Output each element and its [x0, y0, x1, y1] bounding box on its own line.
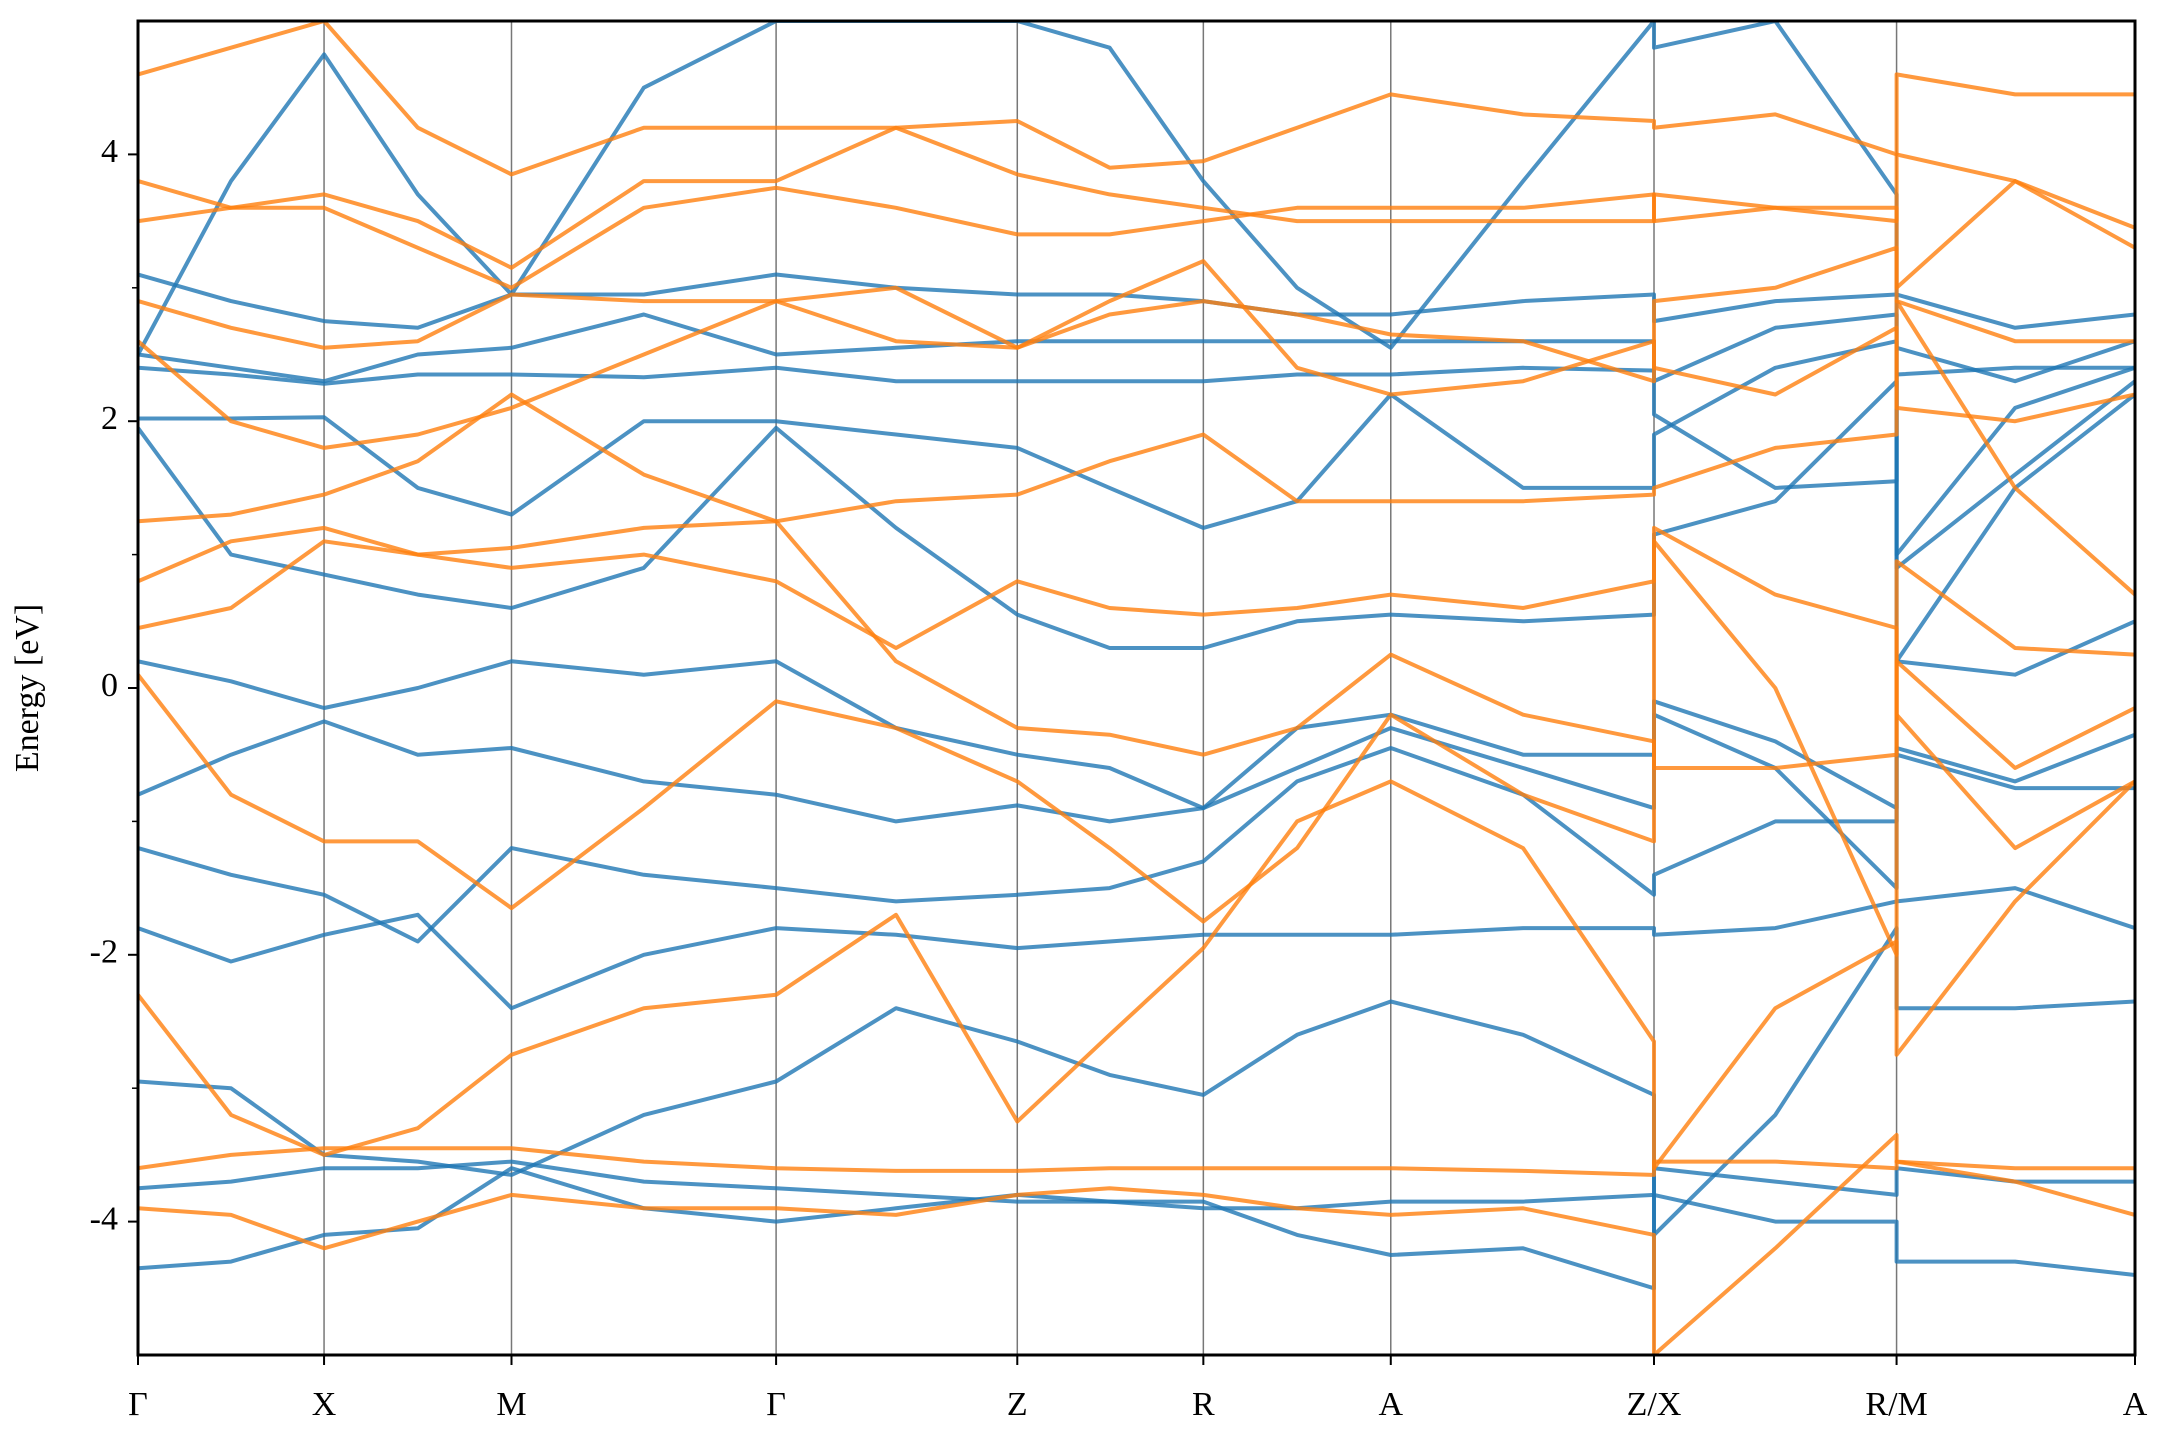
x-tick-label: R [1192, 1386, 1215, 1423]
band-line [138, 1132, 2135, 1355]
x-tick-label: Z/X [1627, 1386, 1682, 1423]
x-tick-label: X [312, 1386, 337, 1423]
y-tick-label: -2 [90, 934, 118, 971]
y-axis-label: Energy [eV] [9, 604, 46, 772]
band-line [138, 272, 2135, 330]
grid [137, 21, 2136, 1355]
band-line [138, 299, 2135, 597]
y-tick-label: -4 [90, 1200, 118, 1237]
band-line [138, 1146, 2135, 1177]
y-tick-label: 4 [101, 133, 118, 170]
bands [138, 21, 2135, 1355]
band-line [138, 926, 2135, 1237]
x-tick-label: Z [1007, 1386, 1028, 1423]
plot-frame [136, 19, 2137, 1357]
x-tick-label: Γ [128, 1386, 148, 1423]
band-line [138, 886, 2135, 1011]
x-tick-label: R/M [1865, 1386, 1927, 1423]
band-line [138, 245, 2135, 384]
band-line [138, 312, 2135, 384]
band-line [138, 619, 2135, 891]
band-line [138, 779, 2135, 1171]
band-line [138, 746, 2135, 944]
band-line [138, 525, 2135, 851]
band-line [138, 365, 2135, 490]
band-line [138, 1166, 2135, 1291]
x-tick-label: Γ [766, 1386, 786, 1423]
band-line [138, 519, 2135, 770]
band-line [138, 259, 2135, 450]
band-line [138, 539, 2135, 957]
x-tick-label: A [2123, 1386, 2148, 1423]
y-tick-label: 2 [101, 400, 118, 437]
x-tick-label: A [1378, 1386, 1403, 1423]
y-tick-label: 0 [101, 667, 118, 704]
x-tick-label: M [496, 1386, 526, 1423]
axes: Γ X M Γ Z R A Z/X R/M A -4 -2 0 2 4 [90, 133, 2148, 1423]
band-line [138, 21, 2135, 664]
band-line [138, 21, 2135, 230]
band-line [138, 379, 2135, 650]
band-line [138, 72, 2135, 270]
band-line [138, 179, 2135, 290]
